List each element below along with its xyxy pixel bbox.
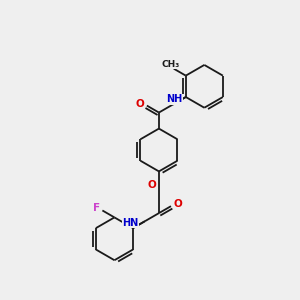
- Text: O: O: [173, 199, 182, 209]
- Text: CH₃: CH₃: [162, 60, 180, 69]
- Text: HN: HN: [122, 218, 139, 228]
- Text: F: F: [93, 203, 100, 213]
- Text: NH: NH: [166, 94, 182, 104]
- Text: O: O: [136, 99, 145, 109]
- Text: O: O: [147, 180, 156, 190]
